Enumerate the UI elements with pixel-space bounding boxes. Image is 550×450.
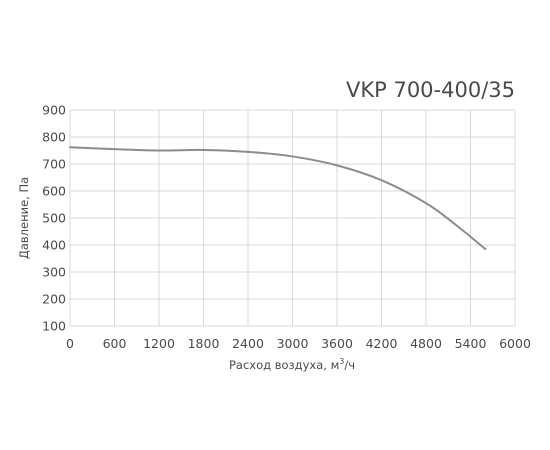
- x-tick-label: 1200: [143, 336, 175, 351]
- y-tick-label: 100: [42, 319, 66, 334]
- x-axis-label: Расход воздуха, м3/ч: [229, 357, 355, 372]
- chart-title: VKP 700-400/35: [346, 78, 515, 102]
- y-tick-label: 800: [42, 130, 66, 145]
- x-tick-label: 0: [66, 336, 74, 351]
- horizontal-gridlines: [70, 109, 515, 327]
- y-tick-label: 300: [42, 265, 66, 280]
- x-tick-label: 3600: [321, 336, 353, 351]
- x-tick-label: 2400: [232, 336, 264, 351]
- y-tick-label: 200: [42, 292, 66, 307]
- y-tick-label: 700: [42, 157, 66, 172]
- x-tick-label: 1800: [188, 336, 220, 351]
- y-tick-label: 500: [42, 211, 66, 226]
- x-tick-label: 4200: [366, 336, 398, 351]
- y-axis-tick-labels: 900 800 700 600 500 400 300 200 100: [42, 103, 66, 334]
- x-axis-label-text: Расход воздуха, м: [229, 358, 339, 372]
- x-tick-label: 4800: [410, 336, 442, 351]
- x-tick-label: 5400: [455, 336, 487, 351]
- y-tick-label: 600: [42, 184, 66, 199]
- y-tick-label: 900: [42, 103, 66, 118]
- pressure-curve: [69, 146, 487, 251]
- x-tick-label: 6000: [499, 336, 531, 351]
- x-tick-label: 600: [103, 336, 127, 351]
- x-axis-label-sup: 3: [339, 357, 344, 366]
- y-axis-label: Давление, Па: [17, 177, 31, 259]
- x-axis-tick-labels: 0 600 1200 1800 2400 3000 3600 4200 4800 5400 6000: [66, 336, 531, 351]
- x-tick-label: 3000: [277, 336, 309, 351]
- x-axis-label-suffix: /ч: [344, 358, 355, 372]
- y-tick-label: 400: [42, 238, 66, 253]
